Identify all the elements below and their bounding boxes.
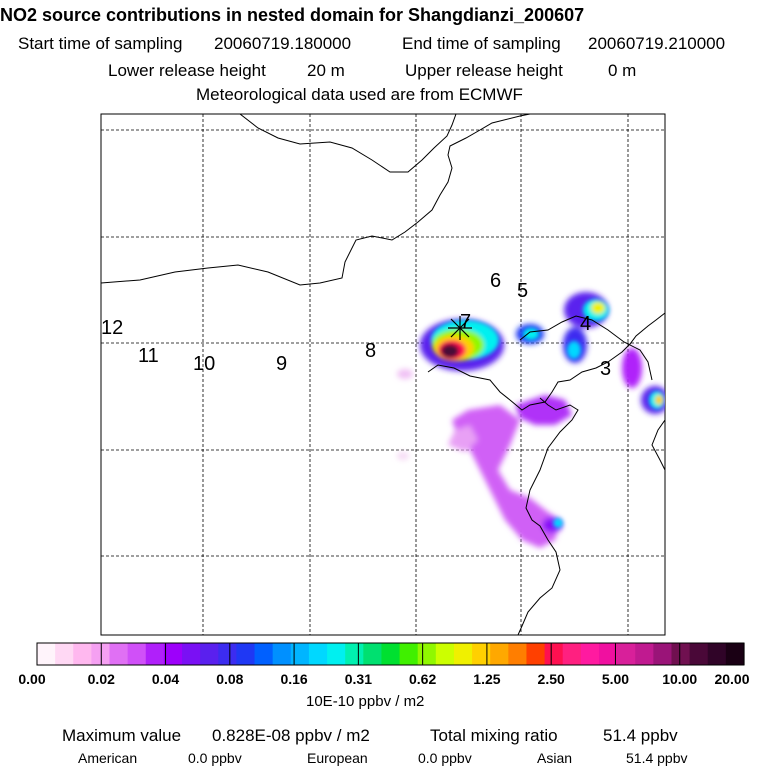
end-time-label: End time of sampling <box>402 34 561 53</box>
colorbar-cell <box>635 643 654 665</box>
start-time-label: Start time of sampling <box>18 34 183 53</box>
total-mixing-ratio-value: 51.4 ppbv <box>603 726 678 745</box>
colorbar-cell <box>163 643 183 665</box>
colorbar-cell <box>308 643 328 665</box>
meteorological-data-note: Meteorological data used are from ECMWF <box>196 85 523 104</box>
max-value: 0.828E-08 ppbv / m2 <box>212 726 370 745</box>
plot-title: NO2 source contributions in nested domai… <box>0 5 585 25</box>
colorbar-cell <box>55 643 74 665</box>
trajectory-label-10: 10 <box>193 353 215 375</box>
region-asian-value: 51.4 ppbv <box>626 750 688 766</box>
trajectory-label-3: 3 <box>600 358 611 380</box>
colorbar-cell <box>417 643 437 665</box>
colorbar-cell <box>37 643 56 665</box>
coastlines <box>101 114 665 635</box>
colorbar-cell <box>145 643 165 665</box>
region-european-label: European <box>307 750 368 766</box>
colorbar-cell <box>725 643 745 665</box>
colorbar-cell <box>580 643 600 665</box>
colorbar-tick-label: 0.04 <box>151 671 180 687</box>
lower-release-height-label: Lower release height <box>108 61 266 80</box>
colorbar-cell <box>182 643 201 665</box>
colorbar-cell <box>653 643 673 665</box>
colorbar-cell <box>671 643 691 665</box>
colorbar-cell <box>290 643 310 665</box>
colorbar-tick-label: 0.62 <box>409 671 437 687</box>
colorbar-cell <box>345 643 364 665</box>
colorbar-cell <box>472 643 491 665</box>
map-frame <box>100 113 666 636</box>
colorbar-tick-label: 0.31 <box>344 671 372 687</box>
trajectory-label-9: 9 <box>276 353 287 375</box>
colorbar-cell <box>73 643 92 665</box>
upper-release-height-label: Upper release height <box>405 61 563 80</box>
colorbar-tick-label: 0.00 <box>18 671 46 687</box>
colorbar-tick-label: 10.00 <box>662 671 698 687</box>
footprint-map: 12 11 10 9 8 7 6 5 4 3 <box>100 113 666 636</box>
colorbar-cell <box>689 643 709 665</box>
trajectory-label-4: 4 <box>580 313 591 335</box>
trajectory-label-11: 11 <box>138 345 159 367</box>
region-american-label: American <box>78 750 138 766</box>
colorbar-cell <box>91 643 111 665</box>
colorbar-cell <box>435 643 455 665</box>
colorbar-cell <box>327 643 346 665</box>
concentration-core <box>431 299 665 528</box>
colorbar-cell <box>272 643 292 665</box>
map-grid <box>101 114 665 635</box>
colorbar-cell <box>381 643 401 665</box>
colorbar-cell <box>598 643 618 665</box>
start-time-value: 20060719.180000 <box>214 34 352 53</box>
colorbar-tick-label: 20.00 <box>714 671 750 687</box>
colorbar-cell <box>617 643 636 665</box>
trajectory-label-5: 5 <box>517 280 528 302</box>
colorbar-cell <box>254 643 274 665</box>
colorbar-cell <box>526 643 546 665</box>
colorbar-cell <box>453 643 473 665</box>
total-mixing-ratio-label: Total mixing ratio <box>430 726 558 745</box>
colorbar-tick-label: 1.25 <box>473 671 501 687</box>
colorbar-cell <box>218 643 238 665</box>
colorbar <box>36 642 745 666</box>
lower-release-height-value: 20 m <box>307 61 345 80</box>
colorbar-tick-label: 0.16 <box>280 671 308 687</box>
colorbar-cell <box>562 643 582 665</box>
colorbar-tick-label: 0.02 <box>87 671 115 687</box>
colorbar-cell <box>399 643 419 665</box>
region-american-value: 0.0 ppbv <box>188 750 242 766</box>
trajectory-label-8: 8 <box>365 340 376 362</box>
colorbar-units: 10E-10 ppbv / m2 <box>306 693 425 710</box>
colorbar-cell <box>236 643 256 665</box>
end-time-value: 20060719.210000 <box>588 34 726 53</box>
colorbar-cell <box>490 643 509 665</box>
trajectory-label-12: 12 <box>101 317 123 339</box>
upper-release-height-value: 0 m <box>608 61 637 80</box>
colorbar-tick-label: 2.50 <box>537 671 565 687</box>
max-value-label: Maximum value <box>62 726 182 745</box>
trajectory-label-6: 6 <box>490 270 501 292</box>
colorbar-cell <box>363 643 383 665</box>
colorbar-cell <box>508 643 528 665</box>
colorbar-tick-label: 0.08 <box>216 671 244 687</box>
colorbar-cell <box>544 643 564 665</box>
colorbar-tick-label: 5.00 <box>601 671 630 687</box>
colorbar-cell <box>707 643 727 665</box>
region-asian-label: Asian <box>537 750 573 766</box>
colorbar-cell <box>200 643 219 665</box>
receptor-star-icon <box>448 316 472 340</box>
region-european-value: 0.0 ppbv <box>418 750 472 766</box>
colorbar-cell <box>109 643 129 665</box>
colorbar-cell <box>127 643 147 665</box>
